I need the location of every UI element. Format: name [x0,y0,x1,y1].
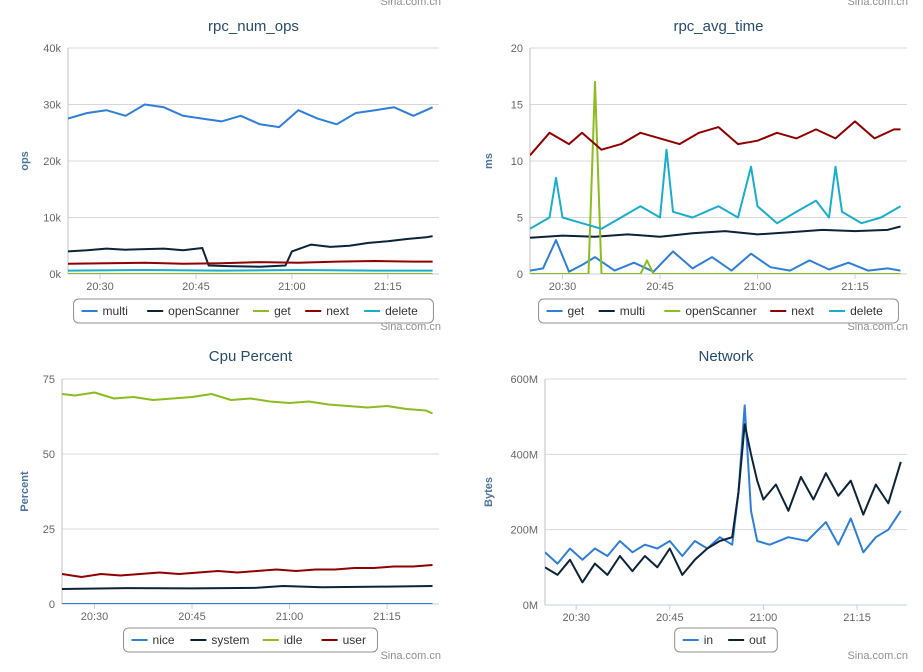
series-line-openscanner[interactable] [68,235,433,268]
legend-item-get[interactable]: get [568,304,585,318]
x-tick-label: 20:30 [81,611,109,623]
legend-item-multi[interactable]: multi [103,304,128,318]
y-tick-label: 600M [510,374,538,386]
chart-title: rpc_avg_time [673,18,763,35]
series-line-openscanner[interactable] [530,80,901,274]
chart-svg: Network Bytes 0M 200M 400M 600M 20:30 20:45 21:0… [483,348,907,653]
legend-item-in[interactable]: in [704,633,713,647]
y-axis-label: ms [483,153,495,169]
x-tick-label: 20:30 [86,281,114,293]
legend-box [123,627,378,653]
y-tick-label: 10 [511,156,523,168]
x-tick-label: 21:15 [374,281,402,293]
y-tick-label: 200M [510,525,538,537]
credit-label[interactable]: Sina.com.cn [847,650,908,662]
series-line-next[interactable] [68,260,433,265]
credit-label[interactable]: Sina.com.cn [380,0,441,8]
x-tick-label: 21:00 [750,612,778,624]
x-tick-label: 20:45 [182,281,210,293]
y-tick-label: 20k [43,156,61,168]
y-tick-label: 50 [43,449,55,461]
y-tick-label: 75 [43,374,55,386]
y-axis-label: Bytes [483,477,495,507]
x-tick-label: 21:00 [276,611,304,623]
x-tick-label: 21:15 [373,611,401,623]
series-line-in[interactable] [545,404,902,565]
legend-item-next[interactable]: next [326,304,349,318]
series-line-get[interactable] [530,239,901,273]
y-tick-label: 15 [511,100,523,112]
legend-item-out[interactable]: out [749,633,766,647]
chart-svg: Cpu Percent Percent 0 25 50 75 20:30 20:45 21:00… [19,348,439,653]
series-line-user[interactable] [62,564,433,578]
y-tick-label: 0k [49,269,61,281]
credit-label[interactable]: Sina.com.cn [380,650,441,662]
series-line-out[interactable] [545,423,902,584]
legend-item-system[interactable]: system [211,633,249,647]
legend-item-idle[interactable]: idle [284,633,303,647]
series-line-delete[interactable] [530,148,902,230]
y-tick-label: 30k [43,100,61,112]
legend-box [674,627,778,653]
x-tick-label: 20:30 [562,612,590,624]
legend-box [538,298,899,324]
series-line-idle[interactable] [62,391,433,415]
y-axis-label: Percent [19,471,31,512]
y-tick-label: 0 [49,599,55,611]
y-tick-label: 5 [517,213,523,225]
chart-title: Network [698,348,754,365]
series-line-next[interactable] [530,120,901,156]
x-tick-label: 21:15 [841,281,869,293]
x-tick-label: 21:15 [843,612,871,624]
x-tick-label: 20:45 [656,612,684,624]
y-tick-label: 10k [43,213,61,225]
x-tick-label: 20:45 [178,611,206,623]
legend-item-user[interactable]: user [343,633,366,647]
series-line-multi[interactable] [530,225,901,239]
legend-item-get[interactable]: get [274,304,291,318]
y-tick-label: 20 [511,43,523,55]
chart-title: Cpu Percent [209,348,293,365]
credit-label[interactable]: Sina.com.cn [847,0,908,8]
credit-label[interactable]: Sina.com.cn [847,321,908,333]
credit-label[interactable]: Sina.com.cn [380,321,441,333]
x-tick-label: 21:00 [744,281,772,293]
chart-panel-network: Network Bytes 0M 200M 400M 600M 20:30 20:45 21:0… [462,334,923,667]
y-tick-label: 400M [510,449,538,461]
y-tick-label: 0 [517,269,523,281]
y-tick-label: 0M [523,600,538,612]
series-line-delete[interactable] [68,269,433,272]
series-line-multi[interactable] [68,103,434,129]
chart-panel-cpu-percent: Cpu Percent Percent 0 25 50 75 20:30 20:45 21:00… [0,334,462,667]
x-tick-label: 20:45 [646,281,674,293]
chart-title: rpc_num_ops [208,18,299,35]
series-line-system[interactable] [62,585,433,590]
legend-item-nice[interactable]: nice [153,633,175,647]
legend-item-multi[interactable]: multi [620,304,645,318]
y-axis-label: ops [19,151,31,171]
y-tick-label: 40k [43,43,61,55]
legend-item-delete[interactable]: delete [850,304,883,318]
legend-item-delete[interactable]: delete [385,304,418,318]
y-tick-label: 25 [43,524,55,536]
x-tick-label: 20:30 [549,281,577,293]
x-tick-label: 21:00 [278,281,306,293]
legend-item-openscanner[interactable]: openScanner [685,304,756,318]
legend-item-next[interactable]: next [791,304,814,318]
legend-item-openscanner[interactable]: openScanner [168,304,239,318]
